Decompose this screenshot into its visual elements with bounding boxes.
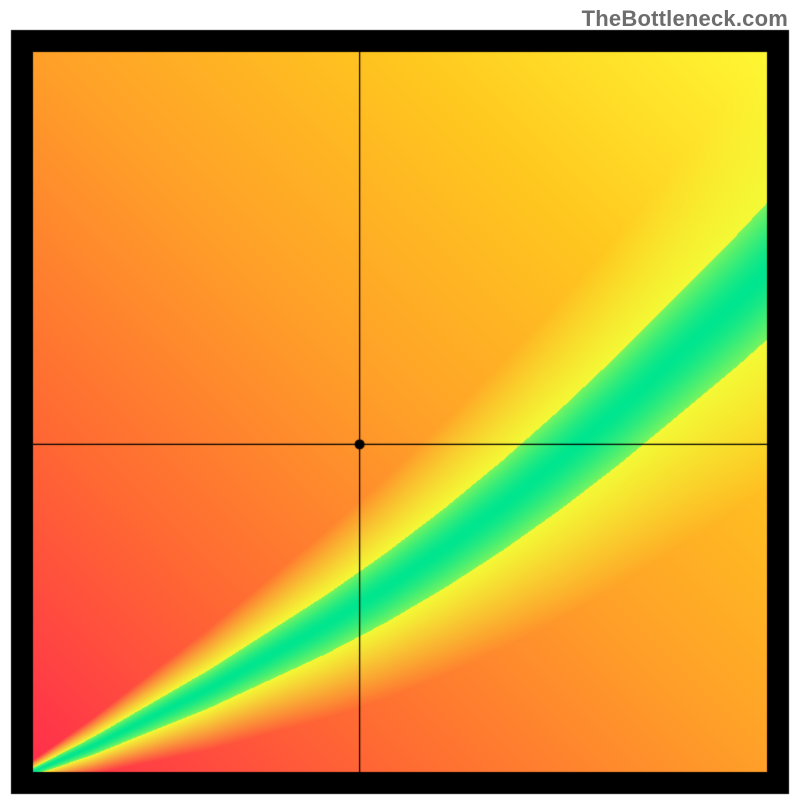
chart-container: TheBottleneck.com: [0, 0, 800, 800]
bottleneck-heatmap-canvas: [0, 0, 800, 800]
watermark-text: TheBottleneck.com: [582, 6, 788, 32]
